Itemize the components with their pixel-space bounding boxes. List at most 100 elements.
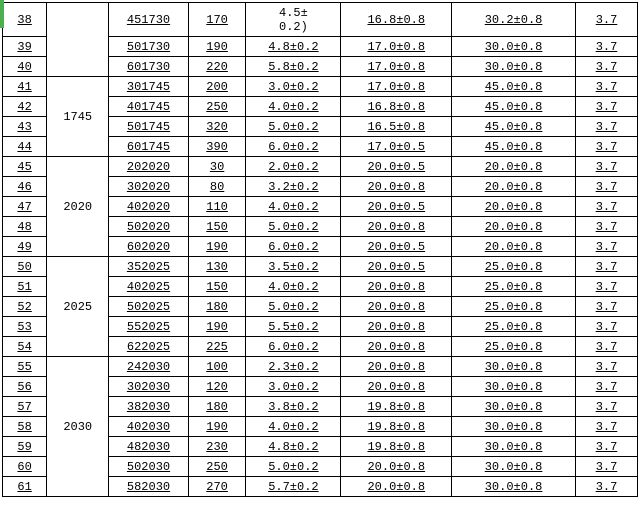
value-5: 3.7 [575, 397, 637, 417]
value-5: 3.7 [575, 357, 637, 377]
product-code: 502030 [109, 457, 189, 477]
value-1: 390 [188, 137, 246, 157]
product-code: 301745 [109, 77, 189, 97]
value-5: 3.7 [575, 137, 637, 157]
value-1: 180 [188, 397, 246, 417]
value-5: 3.7 [575, 477, 637, 497]
value-3: 20.0±0.8 [341, 297, 452, 317]
value-5: 3.7 [575, 197, 637, 217]
value-3: 20.0±0.8 [341, 357, 452, 377]
value-2: 4.0±0.2 [246, 277, 341, 297]
value-1: 30 [188, 157, 246, 177]
value-1: 130 [188, 257, 246, 277]
value-3: 20.0±0.8 [341, 457, 452, 477]
value-1: 230 [188, 437, 246, 457]
value-1: 150 [188, 277, 246, 297]
value-1: 320 [188, 117, 246, 137]
value-3: 20.0±0.5 [341, 237, 452, 257]
value-3: 20.0±0.8 [341, 477, 452, 497]
value-1: 190 [188, 237, 246, 257]
value-3: 17.0±0.8 [341, 37, 452, 57]
value-3: 20.0±0.8 [341, 277, 452, 297]
table-row: 5520302420301002.3±0.220.0±0.830.0±0.83.… [3, 357, 638, 377]
value-2: 6.0±0.2 [246, 137, 341, 157]
value-1: 200 [188, 77, 246, 97]
product-code: 382030 [109, 397, 189, 417]
row-index: 60 [3, 457, 47, 477]
value-5: 3.7 [575, 277, 637, 297]
row-index: 52 [3, 297, 47, 317]
value-2: 5.5±0.2 [246, 317, 341, 337]
row-index: 61 [3, 477, 47, 497]
product-code: 242030 [109, 357, 189, 377]
value-3: 20.0±0.5 [341, 257, 452, 277]
product-code: 402030 [109, 417, 189, 437]
value-2: 4.5±0.2) [246, 3, 341, 37]
value-4: 30.0±0.8 [452, 477, 576, 497]
value-3: 20.0±0.8 [341, 317, 452, 337]
value-2: 4.0±0.2 [246, 97, 341, 117]
product-code: 601745 [109, 137, 189, 157]
row-index: 50 [3, 257, 47, 277]
product-code: 582030 [109, 477, 189, 497]
value-4: 25.0±0.8 [452, 277, 576, 297]
value-1: 220 [188, 57, 246, 77]
row-index: 54 [3, 337, 47, 357]
value-4: 25.0±0.8 [452, 337, 576, 357]
product-code: 602020 [109, 237, 189, 257]
product-code: 352025 [109, 257, 189, 277]
value-2: 3.2±0.2 [246, 177, 341, 197]
row-index: 41 [3, 77, 47, 97]
value-2: 4.8±0.2 [246, 37, 341, 57]
value-4: 30.0±0.8 [452, 437, 576, 457]
value-4: 25.0±0.8 [452, 257, 576, 277]
value-4: 30.0±0.8 [452, 357, 576, 377]
value-4: 20.0±0.8 [452, 157, 576, 177]
value-2: 3.8±0.2 [246, 397, 341, 417]
value-5: 3.7 [575, 317, 637, 337]
row-index: 55 [3, 357, 47, 377]
row-index: 45 [3, 157, 47, 177]
value-2: 5.0±0.2 [246, 117, 341, 137]
row-index: 47 [3, 197, 47, 217]
table-row: 4117453017452003.0±0.217.0±0.845.0±0.83.… [3, 77, 638, 97]
row-index: 40 [3, 57, 47, 77]
value-2: 2.0±0.2 [246, 157, 341, 177]
value-1: 270 [188, 477, 246, 497]
value-1: 180 [188, 297, 246, 317]
value-3: 19.8±0.8 [341, 397, 452, 417]
value-5: 3.7 [575, 57, 637, 77]
value-1: 170 [188, 3, 246, 37]
value-5: 3.7 [575, 297, 637, 317]
value-2: 6.0±0.2 [246, 337, 341, 357]
value-5: 3.7 [575, 437, 637, 457]
row-index: 39 [3, 37, 47, 57]
value-1: 100 [188, 357, 246, 377]
value-3: 20.0±0.5 [341, 157, 452, 177]
value-2: 5.7±0.2 [246, 477, 341, 497]
value-3: 16.8±0.8 [341, 97, 452, 117]
row-index: 56 [3, 377, 47, 397]
value-4: 30.0±0.8 [452, 397, 576, 417]
value-4: 45.0±0.8 [452, 77, 576, 97]
value-4: 30.0±0.8 [452, 377, 576, 397]
value-4: 30.0±0.8 [452, 57, 576, 77]
value-3: 19.8±0.8 [341, 417, 452, 437]
value-3: 16.8±0.8 [341, 3, 452, 37]
row-index: 53 [3, 317, 47, 337]
value-5: 3.7 [575, 37, 637, 57]
product-code: 502025 [109, 297, 189, 317]
value-2: 5.0±0.2 [246, 217, 341, 237]
value-4: 20.0±0.8 [452, 197, 576, 217]
value-5: 3.7 [575, 97, 637, 117]
value-4: 20.0±0.8 [452, 177, 576, 197]
row-index: 49 [3, 237, 47, 257]
product-code: 601730 [109, 57, 189, 77]
product-code: 451730 [109, 3, 189, 37]
value-4: 30.2±0.8 [452, 3, 576, 37]
page-marker [0, 0, 4, 28]
table-row: 384517301704.5±0.2)16.8±0.830.2±0.83.7 [3, 3, 638, 37]
value-3: 19.8±0.8 [341, 437, 452, 457]
product-code: 501745 [109, 117, 189, 137]
value-1: 190 [188, 317, 246, 337]
